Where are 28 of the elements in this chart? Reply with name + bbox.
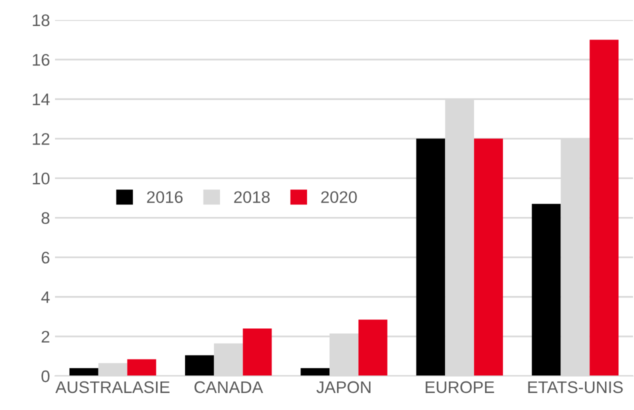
- y-tick-label: 6: [42, 252, 50, 264]
- legend-label: 2020: [321, 191, 357, 204]
- y-tick-label: 16: [32, 54, 50, 66]
- bar: [242, 328, 272, 376]
- y-tick-label: 14: [32, 94, 50, 106]
- x-tick-label: ETATS-UNIS: [528, 381, 623, 394]
- y-tick-label: 8: [42, 212, 50, 224]
- y-tick-label: 12: [32, 133, 50, 145]
- bar: [300, 368, 330, 376]
- bar: [590, 40, 619, 376]
- y-tick-label: 10: [32, 172, 50, 184]
- legend-label: 2018: [234, 191, 270, 204]
- bar: [127, 359, 156, 376]
- y-tick-label: 2: [42, 330, 50, 342]
- y-tick-label: 4: [41, 291, 50, 303]
- y-tick-label: 18: [32, 14, 50, 26]
- bar: [185, 355, 214, 376]
- x-tick-label: AUSTRALASIE: [55, 381, 170, 394]
- bar: [358, 320, 388, 376]
- bar: [69, 368, 98, 376]
- x-tick-label: EUROPE: [426, 381, 494, 394]
- bar: [474, 138, 503, 376]
- legend-label: 2016: [147, 191, 183, 204]
- x-tick-label: JAPON: [316, 381, 370, 394]
- bar: [532, 204, 561, 376]
- bar: [416, 138, 446, 376]
- y-tick-label: 0: [42, 370, 50, 382]
- x-tick-label: CANADA: [194, 381, 264, 394]
